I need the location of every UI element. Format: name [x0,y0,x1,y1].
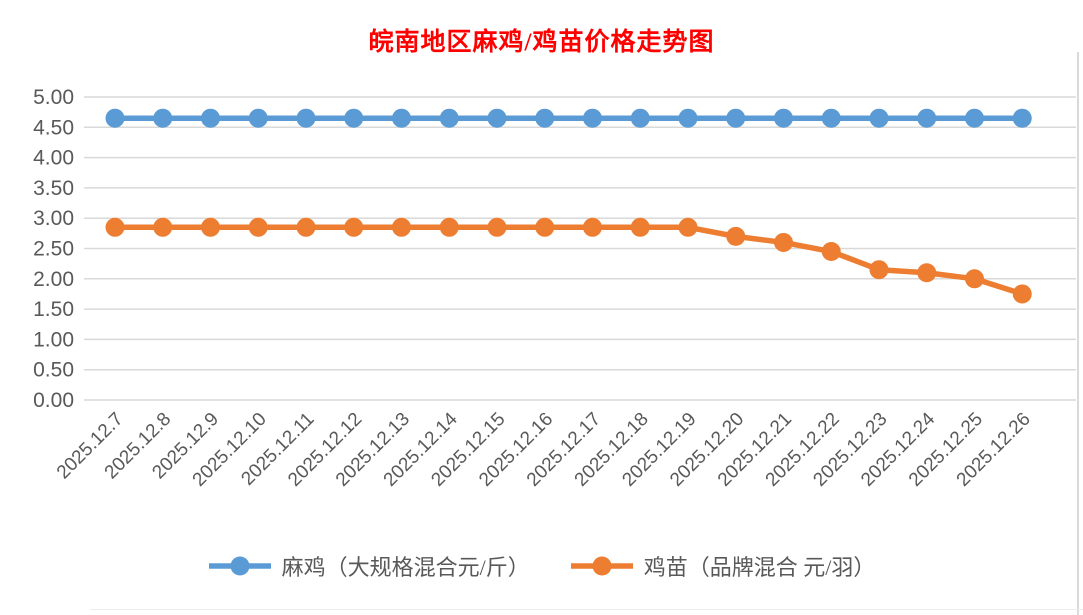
price-chart: 0.00 0.50 1.00 1.50 2.00 2.50 3.00 3.50 4.00 4.50… [33,86,1076,491]
data-point [487,108,507,128]
data-point [583,108,602,128]
data-point [821,108,841,128]
data-point [487,217,507,237]
chart-legend: 麻鸡（大规格混合元/斤） 鸡苗（品牌混合 元/羽） [0,550,1083,582]
series-line-1 [115,224,1024,297]
blue-line-marker-icon [208,556,271,576]
data-point [583,217,602,237]
y-tick-label: 3.00 [33,207,74,230]
y-tick-label: 3.50 [33,177,74,200]
data-point [678,217,698,237]
data-point [392,217,411,237]
data-point [201,217,220,237]
data-point [1012,108,1032,128]
legend-label-jimiao: 鸡苗（品牌混合 元/羽） [643,555,876,580]
data-point [439,217,459,237]
y-tick-label: 2.00 [33,268,74,291]
y-tick-label: 5.00 [33,86,74,109]
y-tick-label: 2.50 [33,238,74,261]
data-point [1012,284,1032,304]
data-point [965,269,984,289]
data-point [535,108,555,128]
data-point [296,217,316,237]
y-tick-label: 4.50 [33,116,74,139]
data-point [917,108,937,128]
data-point [392,108,411,128]
data-point [248,108,268,128]
data-point [630,108,650,128]
data-point [869,260,889,280]
y-tick-label: 4.00 [33,147,74,170]
legend-label-majin: 麻鸡（大规格混合元/斤） [281,555,530,580]
data-point [105,217,125,237]
y-tick-label: 0.50 [33,359,74,382]
data-point [726,108,746,128]
data-point [344,217,364,237]
data-point [153,108,173,128]
data-point [678,108,698,128]
data-point [201,108,220,128]
y-tick-label: 1.00 [33,328,74,351]
data-point [439,108,459,128]
y-tick-label: 0.00 [33,389,74,412]
legend-item-jimiao: 鸡苗（品牌混合 元/羽） [570,550,876,582]
y-tick-label: 1.50 [33,298,74,321]
data-point [535,217,555,237]
data-point [774,232,793,252]
chart-title: 皖南地区麻鸡/鸡苗价格走势图 [368,29,715,56]
data-point [344,108,364,128]
data-point [105,108,125,128]
data-point [965,108,984,128]
data-point [821,242,841,262]
data-point [630,217,650,237]
data-point [774,108,793,128]
data-point [869,108,889,128]
orange-line-marker-icon [570,556,633,576]
spreadsheet-row-gridline [90,609,1083,610]
legend-item-majin: 麻鸡（大规格混合元/斤） [208,550,530,582]
data-point [248,217,268,237]
data-point [726,226,746,246]
data-point [917,263,937,283]
data-point [296,108,316,128]
data-point [153,217,173,237]
spreadsheet-column-gridline [1077,52,1079,615]
